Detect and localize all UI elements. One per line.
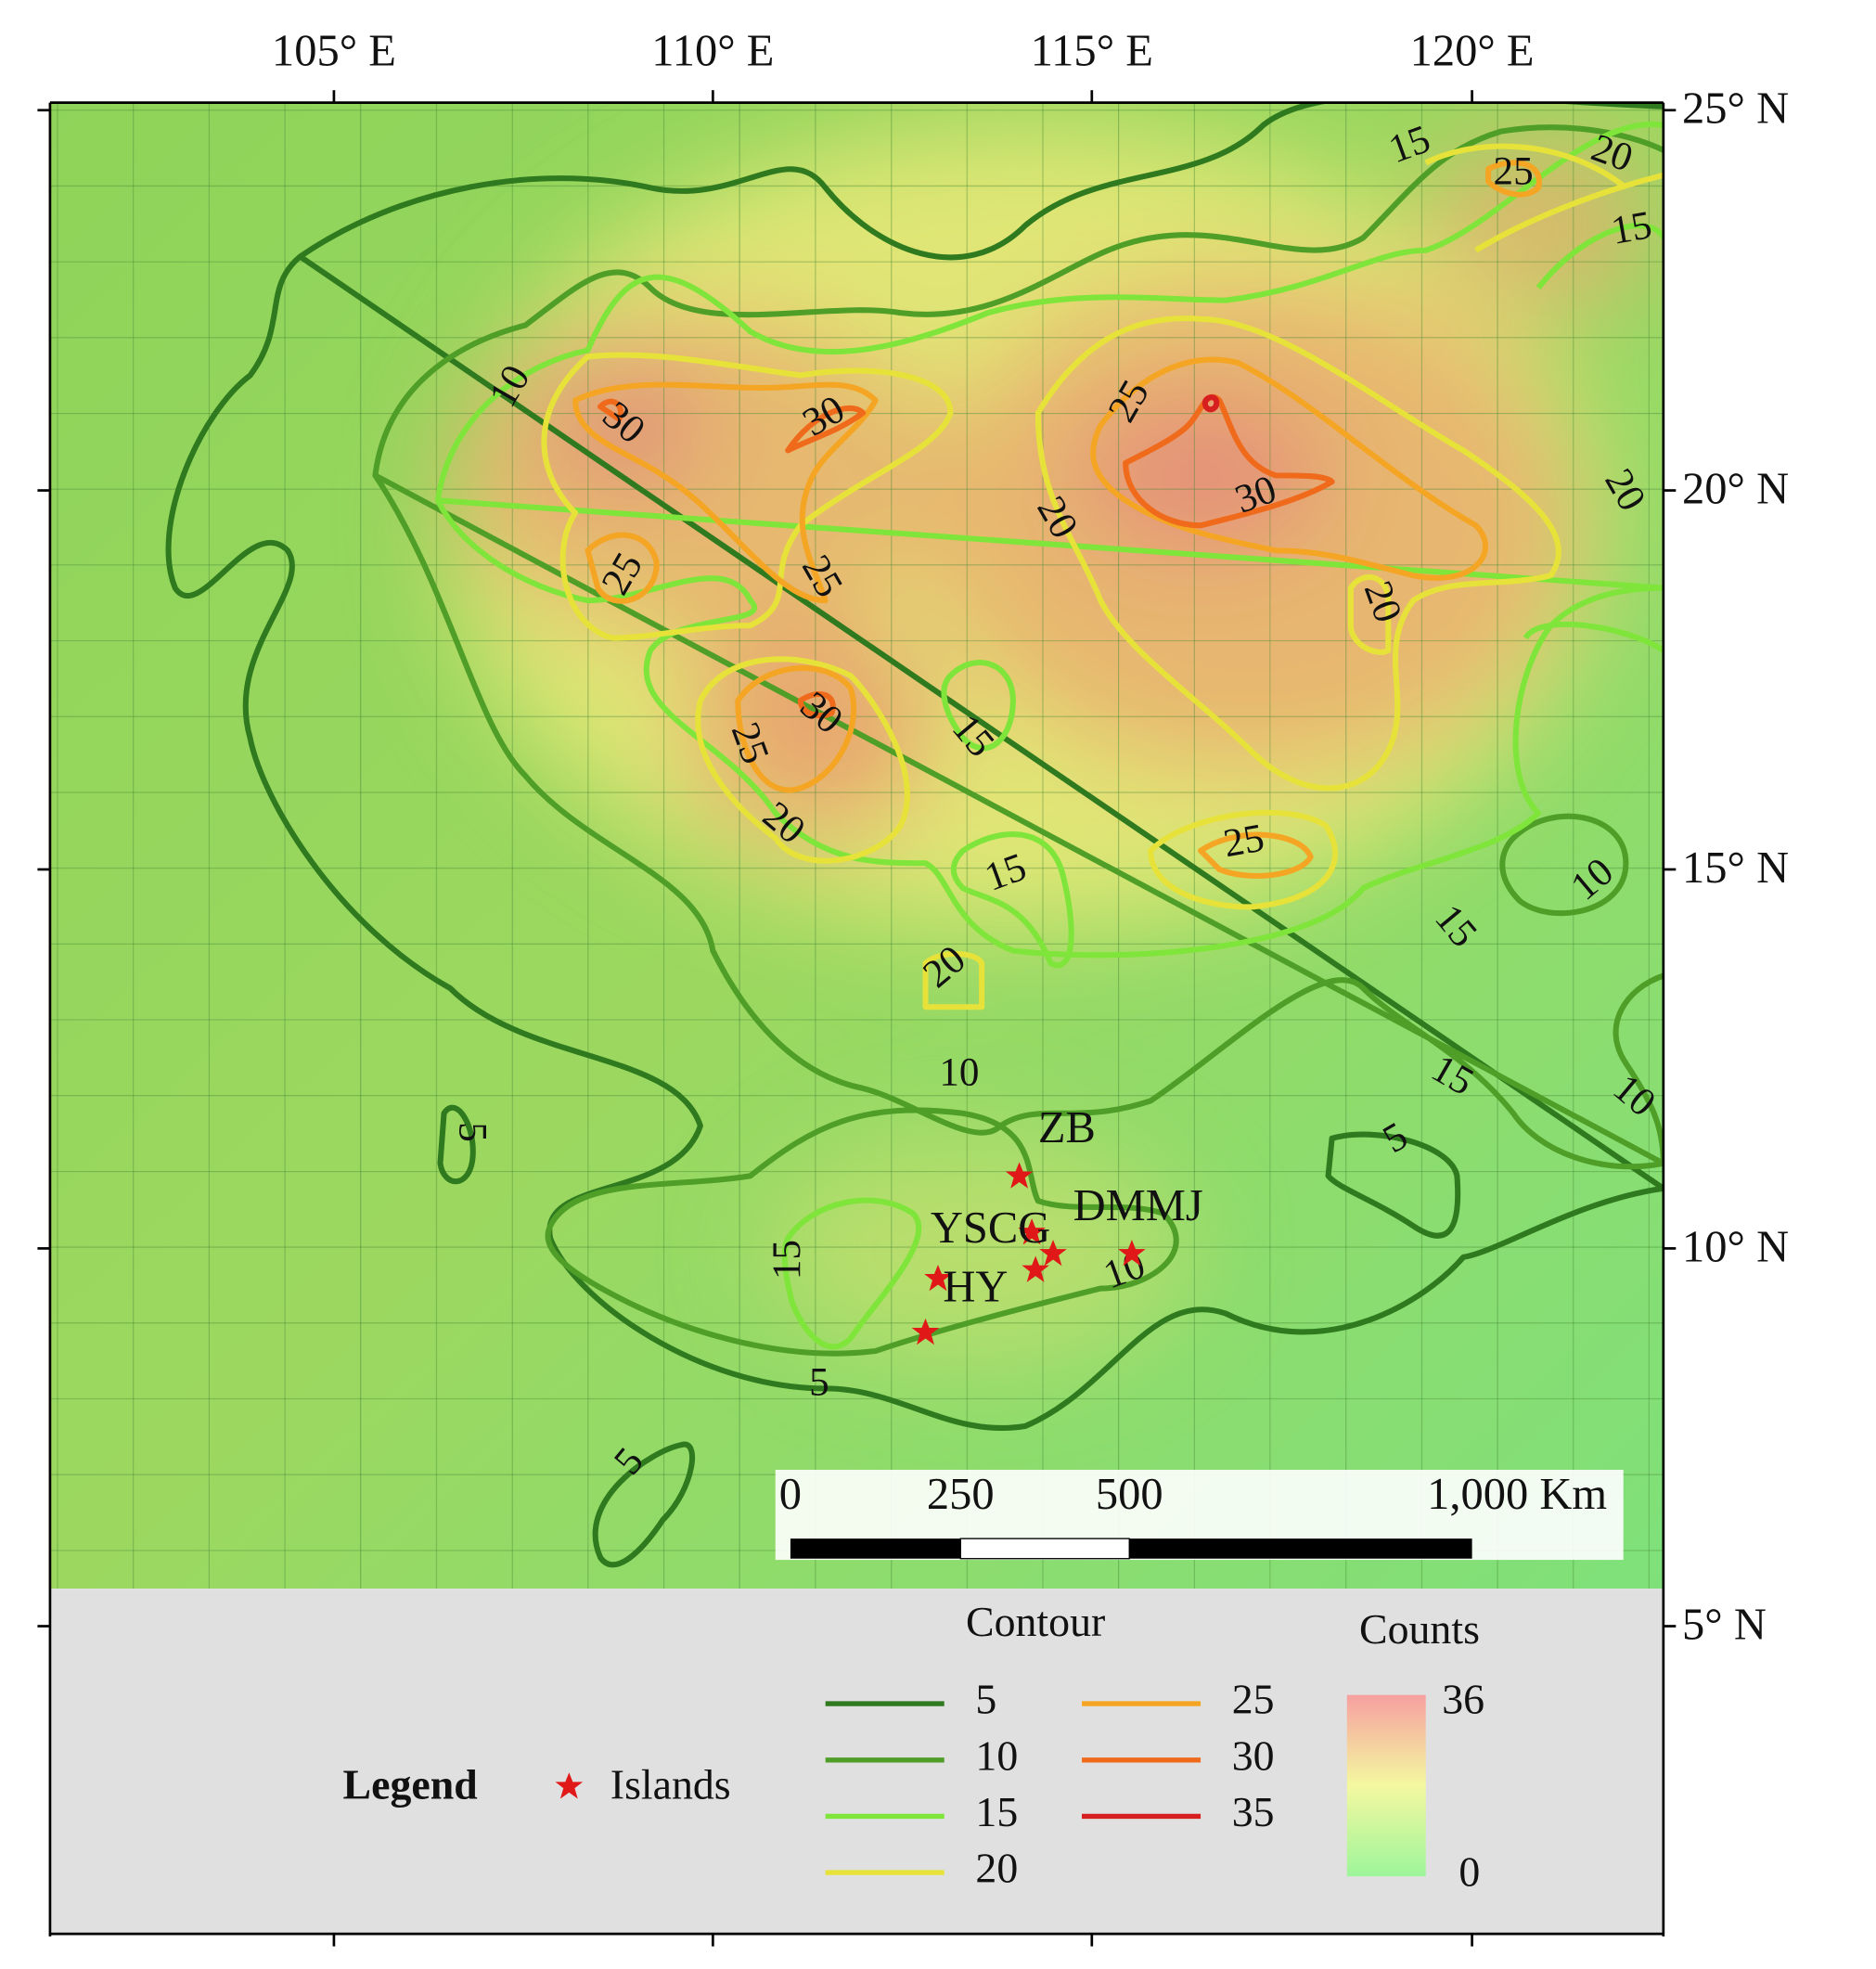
contour-5 bbox=[165, 102, 1664, 1432]
contour-15 bbox=[781, 1197, 922, 1350]
contour-20 bbox=[1148, 809, 1338, 910]
latitude-label: 5° N bbox=[1682, 1600, 1767, 1649]
contour-label: 5 bbox=[809, 1361, 829, 1405]
contour-legend-label: 5 bbox=[975, 1676, 996, 1723]
counts-title: Counts bbox=[1359, 1605, 1480, 1653]
contours bbox=[165, 102, 1664, 1568]
contour-25 bbox=[1485, 160, 1542, 198]
contour-5 bbox=[592, 1441, 695, 1568]
contour-20 bbox=[695, 656, 910, 864]
contour-legend-label: 20 bbox=[975, 1845, 1018, 1892]
contour-10 bbox=[1499, 813, 1629, 917]
contour-15 bbox=[1523, 223, 1664, 653]
contour-5 bbox=[1325, 1131, 1461, 1239]
scale-label: 250 bbox=[927, 1470, 995, 1519]
contour-legend-label: 15 bbox=[975, 1788, 1018, 1835]
contour-legend: 5 10 15 20 25 30 35 bbox=[825, 1676, 1275, 1892]
contour-label: 15 bbox=[765, 1240, 809, 1280]
contour-label: 25 bbox=[1494, 150, 1534, 194]
island-label: DMMJ bbox=[1073, 1181, 1203, 1230]
legend-title: Legend bbox=[343, 1760, 478, 1808]
longitude-label: 120° E bbox=[1410, 27, 1535, 76]
contour-20 bbox=[541, 352, 954, 641]
counts-max: 36 bbox=[1442, 1676, 1484, 1723]
contour-20 bbox=[922, 951, 985, 1010]
latitude-label: 20° N bbox=[1682, 464, 1789, 513]
contour-20 bbox=[1347, 574, 1392, 655]
contour-label: 5 bbox=[451, 1122, 495, 1142]
scale-label: 0 bbox=[779, 1470, 802, 1519]
contour-5 bbox=[437, 1104, 476, 1185]
contour-legend-title: Contour bbox=[966, 1598, 1105, 1645]
contour-legend-label: 30 bbox=[1232, 1731, 1275, 1779]
counts-min: 0 bbox=[1458, 1848, 1480, 1896]
contour-30 bbox=[597, 398, 867, 719]
longitude-label: 110° E bbox=[651, 27, 774, 76]
frame bbox=[37, 90, 1677, 1947]
contour-legend-label: 35 bbox=[1232, 1788, 1275, 1835]
contour-legend-label: 10 bbox=[975, 1731, 1018, 1779]
island-label: ZB bbox=[1038, 1103, 1096, 1152]
contour-label: 10 bbox=[939, 1050, 979, 1094]
legend-islands: Islands bbox=[610, 1760, 731, 1808]
contour-legend-label: 25 bbox=[1232, 1676, 1275, 1723]
contour-15 bbox=[434, 121, 1664, 959]
contour-25 bbox=[735, 665, 857, 793]
contour-30 bbox=[1123, 393, 1335, 529]
longitude-label: 115° E bbox=[1031, 27, 1153, 76]
latitude-label: 15° N bbox=[1682, 843, 1789, 893]
contour-label: 15 bbox=[1608, 203, 1655, 253]
contour-35 bbox=[1201, 394, 1220, 413]
contour-label: 25 bbox=[1220, 817, 1267, 867]
latitude-label: 25° N bbox=[1682, 84, 1789, 134]
contour-25 bbox=[1198, 831, 1314, 880]
contour-10 bbox=[545, 1107, 1179, 1357]
contour-20 bbox=[1424, 143, 1664, 253]
island-label: YSCG bbox=[931, 1203, 1050, 1253]
counts-color-bar bbox=[1346, 1694, 1426, 1877]
island-label: HY bbox=[943, 1262, 1008, 1311]
scale-bar: 0 250 500 1,000 Km bbox=[775, 1470, 1624, 1561]
contour-25 bbox=[585, 532, 660, 604]
contour-25 bbox=[572, 381, 879, 604]
legend: Legend Islands Contour 5 10 15 20 25 30 35 Cou… bbox=[343, 1598, 1485, 1896]
contour-15 bbox=[950, 831, 1074, 969]
scale-label: 1,000 Km bbox=[1427, 1470, 1607, 1519]
contour-25 bbox=[1090, 356, 1488, 581]
contour-20 bbox=[1034, 315, 1561, 791]
latitude-label: 10° N bbox=[1682, 1222, 1789, 1271]
contour-15 bbox=[941, 660, 1016, 752]
longitude-label: 105° E bbox=[272, 27, 396, 76]
scale-label: 500 bbox=[1096, 1470, 1163, 1519]
